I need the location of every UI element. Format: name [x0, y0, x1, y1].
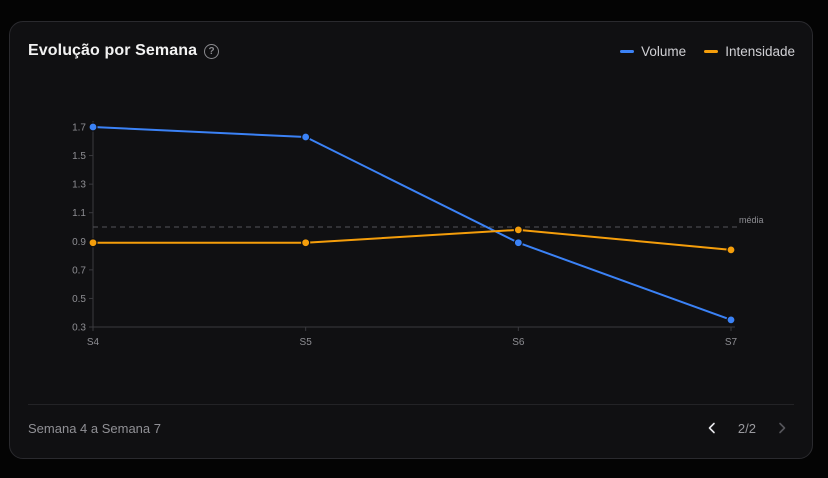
legend-label-volume: Volume — [641, 44, 687, 59]
range-label: Semana 4 a Semana 7 — [28, 421, 161, 436]
y-tick-label: 1.7 — [72, 123, 86, 134]
x-tick-label: S6 — [512, 337, 525, 348]
legend-swatch-volume — [620, 50, 635, 53]
legend-item-intensidade[interactable]: Intensidade — [704, 44, 795, 59]
y-tick-label: 1.5 — [72, 151, 86, 162]
reference-line-label: média — [739, 215, 764, 225]
prev-page-button[interactable] — [700, 416, 724, 440]
y-tick-label: 1.3 — [72, 180, 86, 191]
chevron-right-icon — [779, 422, 786, 434]
legend-item-volume[interactable]: Volume — [620, 44, 686, 59]
pagination: 2/2 — [700, 416, 794, 440]
page-indicator: 2/2 — [737, 420, 756, 436]
y-tick-label: 0.5 — [72, 294, 86, 305]
series-line-intensidade — [93, 228, 732, 251]
legend-label-intensidade: Intensidade — [725, 44, 795, 59]
question-circle-icon[interactable]: ? — [204, 43, 220, 59]
data-point-volume — [301, 132, 311, 142]
legend-swatch-intensidade — [704, 50, 719, 53]
next-page-button[interactable] — [770, 416, 794, 440]
y-tick-label: 1.1 — [72, 208, 86, 219]
data-point-intensidade — [726, 245, 736, 255]
data-point-intensidade — [513, 225, 523, 235]
chevron-left-icon — [708, 422, 715, 434]
data-point-intensidade — [88, 238, 98, 248]
series-line-volume — [92, 126, 732, 321]
line-chart: 0.3 0.5 0.7 0.9 1.1 1.3 1.5 1.7 S4 S5 S6 S7 média — [72, 121, 764, 348]
chart-legend: Volume Intensidade — [620, 44, 795, 59]
data-point-volume — [513, 238, 523, 248]
data-point-intensidade — [301, 238, 311, 248]
data-point-volume — [726, 315, 736, 325]
x-tick-label: S4 — [87, 337, 100, 348]
data-point-volume — [88, 122, 98, 132]
footer-divider — [28, 404, 794, 405]
y-tick-label: 0.7 — [72, 265, 86, 276]
x-tick-label: S7 — [725, 337, 738, 348]
y-tick-label: 0.9 — [72, 237, 86, 248]
x-tick-label: S5 — [300, 337, 313, 348]
chart-card: Evolução por Semana ? Volume Intensidade… — [9, 21, 813, 459]
y-tick-label: 0.3 — [72, 323, 86, 334]
card-title: Evolução por Semana — [28, 42, 198, 59]
card-header: Evolução por Semana ? — [28, 42, 220, 60]
